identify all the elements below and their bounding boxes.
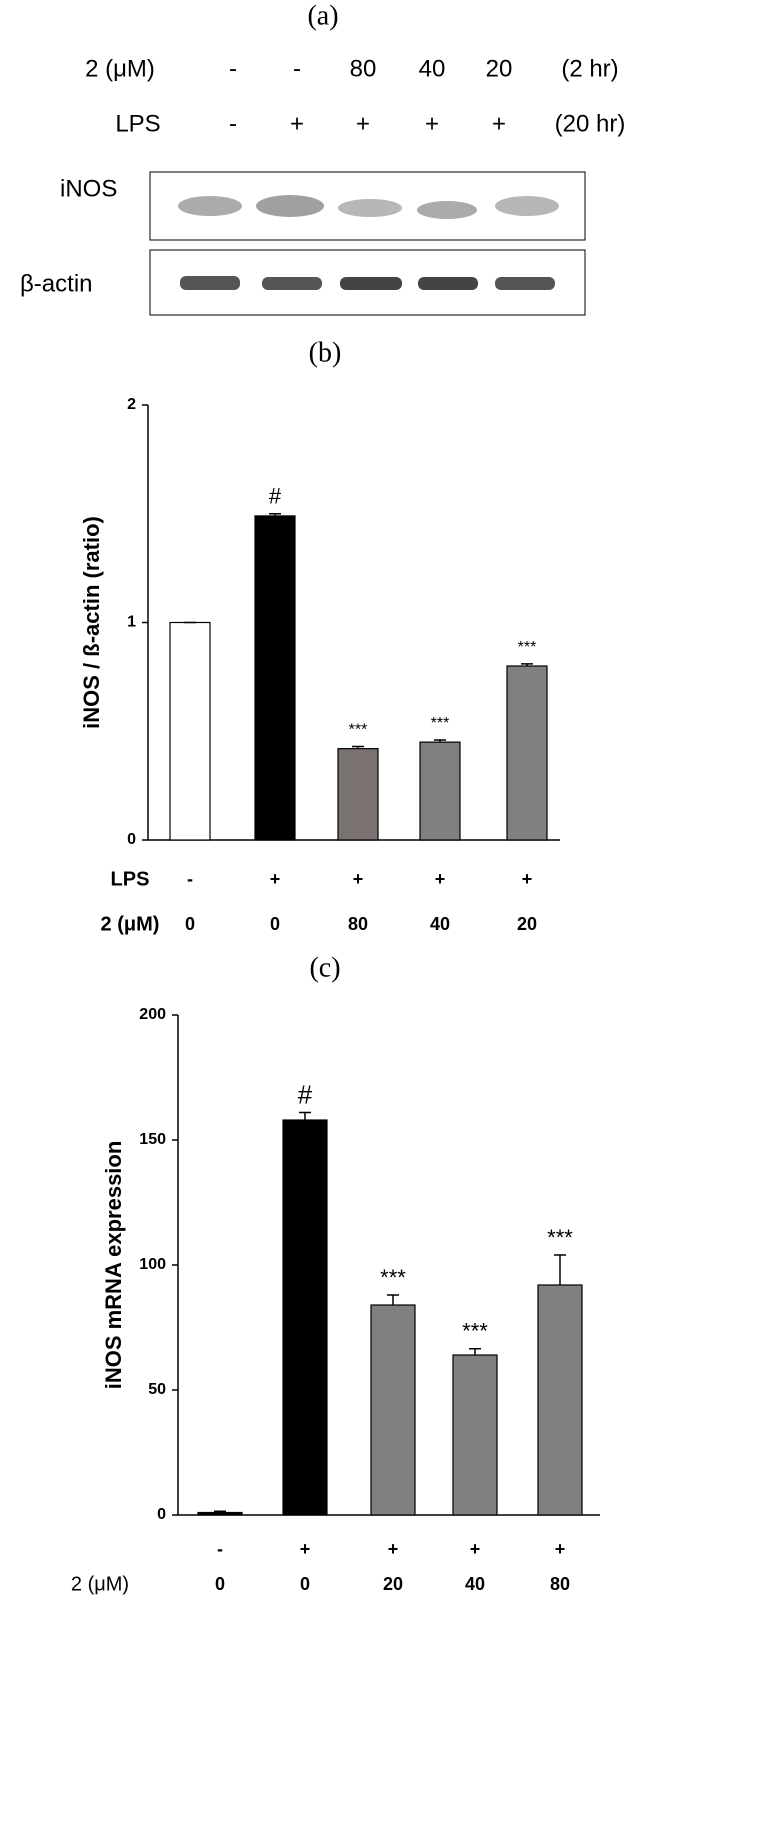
error-bar [387, 1294, 399, 1305]
row-note: (20 hr) [555, 110, 626, 137]
x-tick-label: 20 [383, 1574, 403, 1594]
significance-label: *** [380, 1265, 406, 1290]
x-tick-label: 20 [517, 914, 537, 934]
x-tick-label: 40 [465, 1574, 485, 1594]
error-bar [269, 513, 281, 516]
x-row-label: 2 (μM) [71, 1573, 129, 1595]
row-value: - [229, 55, 237, 82]
bar [419, 741, 461, 841]
x-tick-label: 0 [270, 914, 280, 934]
bar [506, 665, 548, 841]
significance-label: *** [431, 715, 450, 732]
row-value: - [293, 55, 301, 82]
x-tick-label: - [217, 1539, 223, 1559]
blot-bands [178, 195, 559, 290]
x-row-label: LPS [111, 868, 150, 890]
bar [370, 1304, 416, 1516]
x-tick-label: + [435, 869, 446, 889]
row-value: + [356, 110, 370, 137]
x-tick-label: 40 [430, 914, 450, 934]
error-bar [214, 1510, 226, 1513]
x-tick-label: 0 [215, 1574, 225, 1594]
significance-label: *** [462, 1319, 488, 1344]
row-label: LPS [115, 110, 160, 137]
x-row-label: 2 (μM) [101, 913, 160, 935]
x-tick-label: 0 [300, 1574, 310, 1594]
x-tick-label: + [353, 869, 364, 889]
error-bar [434, 739, 446, 743]
y-axis-label: iNOS mRNA expression [101, 1141, 126, 1390]
row-value: + [425, 110, 439, 137]
y-tick-label: 100 [139, 1256, 166, 1273]
bar [169, 621, 211, 841]
row-value: - [229, 110, 237, 137]
y-tick-label: 0 [157, 1506, 166, 1523]
x-tick-label: + [522, 869, 533, 889]
x-tick-label: + [470, 1539, 481, 1559]
bar [537, 1284, 583, 1516]
y-tick-label: 1 [127, 614, 136, 631]
panel-label: (a) [307, 0, 338, 31]
x-tick-label: - [187, 869, 193, 889]
y-tick-label: 50 [148, 1381, 166, 1398]
row-value: + [492, 110, 506, 137]
panel-label: (c) [309, 952, 340, 983]
y-tick-label: 150 [139, 1131, 166, 1148]
x-tick-label: 0 [185, 914, 195, 934]
x-tick-label: + [555, 1539, 566, 1559]
significance-label: *** [518, 639, 537, 656]
x-tick-label: + [300, 1539, 311, 1559]
y-tick-label: 200 [139, 1006, 166, 1023]
band-label: β-actin [20, 270, 93, 297]
error-bar [352, 745, 364, 749]
significance-label: # [298, 1079, 313, 1109]
row-note: (2 hr) [561, 55, 618, 82]
error-bar [554, 1254, 566, 1285]
error-bar [521, 663, 533, 666]
row-value: + [290, 110, 304, 137]
bar [282, 1119, 328, 1516]
row-value: 80 [350, 55, 377, 82]
row-label: 2 (μM) [85, 55, 155, 82]
x-tick-label: 80 [348, 914, 368, 934]
bar [254, 515, 296, 841]
significance-label: *** [349, 722, 368, 739]
error-bar [299, 1111, 311, 1120]
row-value: 40 [419, 55, 446, 82]
bar [452, 1354, 498, 1516]
row-value: 20 [486, 55, 513, 82]
significance-label: # [269, 484, 282, 509]
error-bar [469, 1348, 481, 1355]
y-tick-label: 0 [127, 831, 136, 848]
y-tick-label: 2 [127, 396, 136, 413]
bar [197, 1511, 243, 1516]
band-label: iNOS [60, 175, 117, 202]
significance-label: *** [547, 1225, 573, 1250]
y-axis-label: iNOS / ß-actin (ratio) [79, 516, 104, 729]
bar [337, 748, 379, 841]
x-tick-label: + [388, 1539, 399, 1559]
panel-label: (b) [309, 337, 342, 368]
x-tick-label: 80 [550, 1574, 570, 1594]
x-tick-label: + [270, 869, 281, 889]
